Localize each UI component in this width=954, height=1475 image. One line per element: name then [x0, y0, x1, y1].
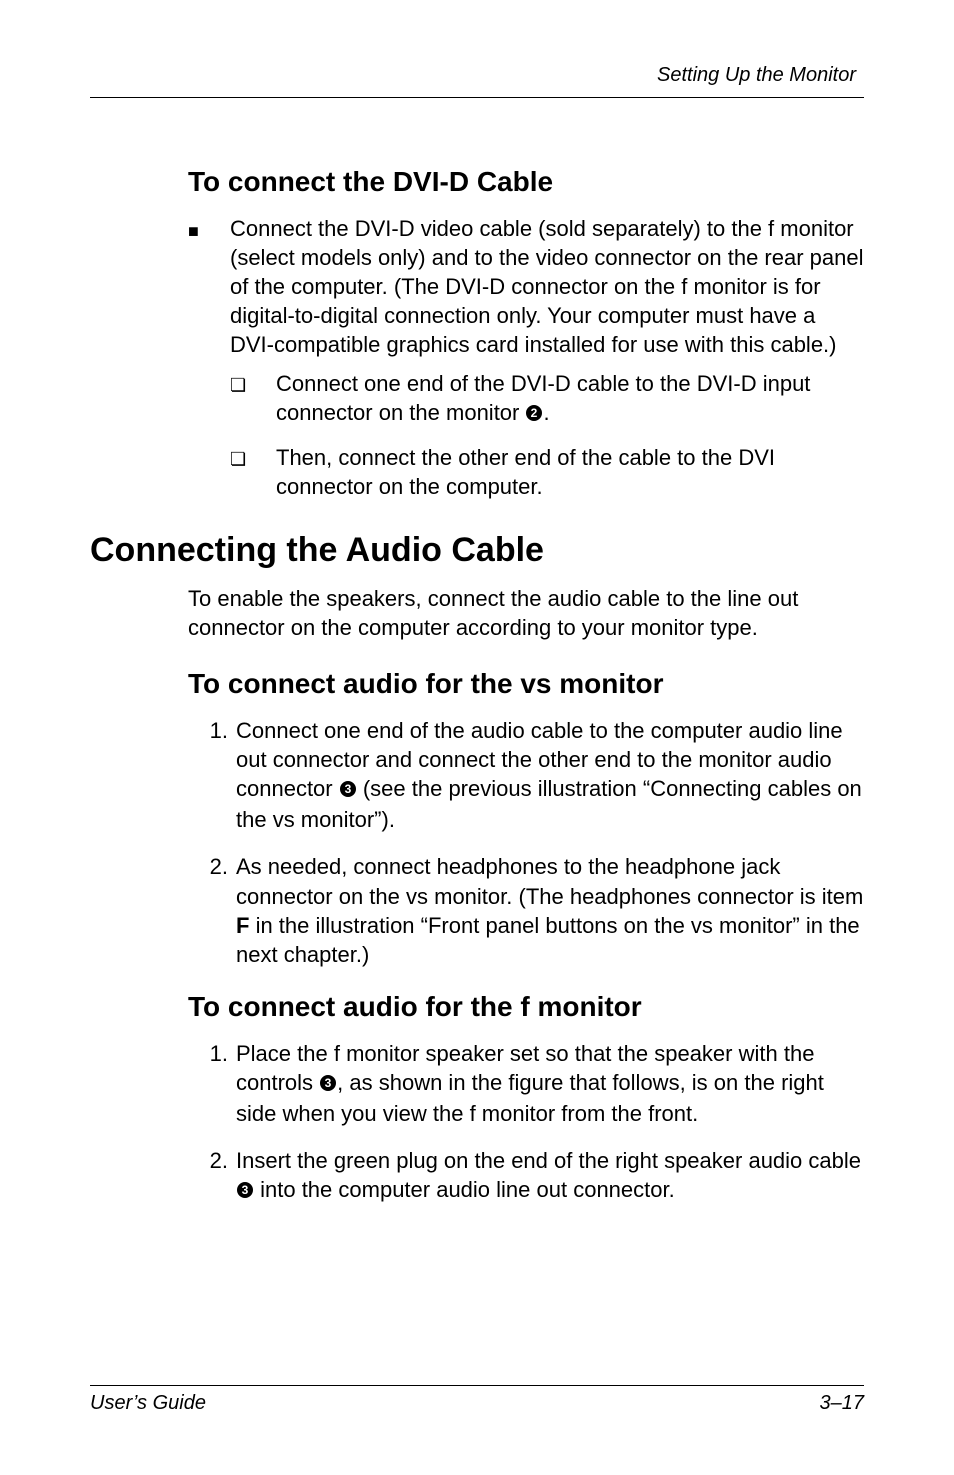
footer-row: User’s Guide 3–17	[90, 1392, 864, 1415]
circled-3-icon: 3	[236, 1177, 254, 1206]
numbered-list-vs: 1. Connect one end of the audio cable to…	[206, 716, 864, 968]
heading-dvi-d: To connect the DVI-D Cable	[188, 166, 864, 198]
open-box-icon	[230, 443, 276, 501]
circled-3-icon: 3	[319, 1070, 337, 1099]
text-fragment: into the computer audio line out connect…	[254, 1177, 675, 1202]
heading-audio-f: To connect audio for the f monitor	[188, 991, 864, 1023]
svg-text:3: 3	[344, 782, 351, 796]
text-fragment: As needed, connect headphones to the hea…	[236, 854, 863, 908]
text-fragment: .	[543, 400, 549, 425]
bullet-text: Connect the DVI-D video cable (sold sepa…	[230, 214, 864, 359]
list-item: 2. As needed, connect headphones to the …	[206, 852, 864, 968]
audio-intro: To enable the speakers, connect the audi…	[188, 584, 864, 642]
page: Setting Up the Monitor To connect the DV…	[0, 0, 954, 1475]
content: To connect the DVI-D Cable Connect the D…	[90, 98, 864, 1206]
svg-text:2: 2	[531, 406, 538, 420]
item-number: 1.	[206, 1039, 236, 1128]
sub-item: Then, connect the other end of the cable…	[230, 443, 864, 501]
footer-right: 3–17	[820, 1392, 865, 1415]
circled-2-icon: 2	[525, 400, 543, 429]
list-item: 2. Insert the green plug on the end of t…	[206, 1146, 864, 1206]
footer: User’s Guide 3–17	[90, 1383, 864, 1415]
list-item: 1. Connect one end of the audio cable to…	[206, 716, 864, 834]
text-fragment: in the illustration “Front panel buttons…	[236, 913, 860, 967]
heading-audio-vs: To connect audio for the vs monitor	[188, 668, 864, 700]
circled-3-icon: 3	[339, 776, 357, 805]
text-fragment: Insert the green plug on the end of the …	[236, 1148, 861, 1173]
item-text: Insert the green plug on the end of the …	[236, 1146, 864, 1206]
heading-audio-cable: Connecting the Audio Cable	[90, 531, 864, 570]
numbered-list-f: 1. Place the f monitor speaker set so th…	[206, 1039, 864, 1206]
svg-text:3: 3	[325, 1076, 332, 1090]
sub-item: Connect one end of the DVI-D cable to th…	[230, 369, 864, 429]
footer-rule	[90, 1385, 864, 1386]
item-number: 2.	[206, 1146, 236, 1206]
list-item: 1. Place the f monitor speaker set so th…	[206, 1039, 864, 1128]
running-head: Setting Up the Monitor	[90, 64, 864, 95]
item-text: Connect one end of the audio cable to th…	[236, 716, 864, 834]
sub-text: Connect one end of the DVI-D cable to th…	[276, 369, 864, 429]
sub-list: Connect one end of the DVI-D cable to th…	[230, 369, 864, 501]
bold-letter-f: F	[236, 913, 249, 938]
bullet-item: Connect the DVI-D video cable (sold sepa…	[188, 214, 864, 359]
dvi-d-block: Connect the DVI-D video cable (sold sepa…	[188, 214, 864, 501]
open-box-icon	[230, 369, 276, 429]
footer-left: User’s Guide	[90, 1392, 206, 1415]
item-number: 2.	[206, 852, 236, 968]
item-text: Place the f monitor speaker set so that …	[236, 1039, 864, 1128]
square-bullet-icon	[188, 214, 230, 359]
item-number: 1.	[206, 716, 236, 834]
svg-text:3: 3	[242, 1183, 249, 1197]
sub-text: Then, connect the other end of the cable…	[276, 443, 864, 501]
item-text: As needed, connect headphones to the hea…	[236, 852, 864, 968]
